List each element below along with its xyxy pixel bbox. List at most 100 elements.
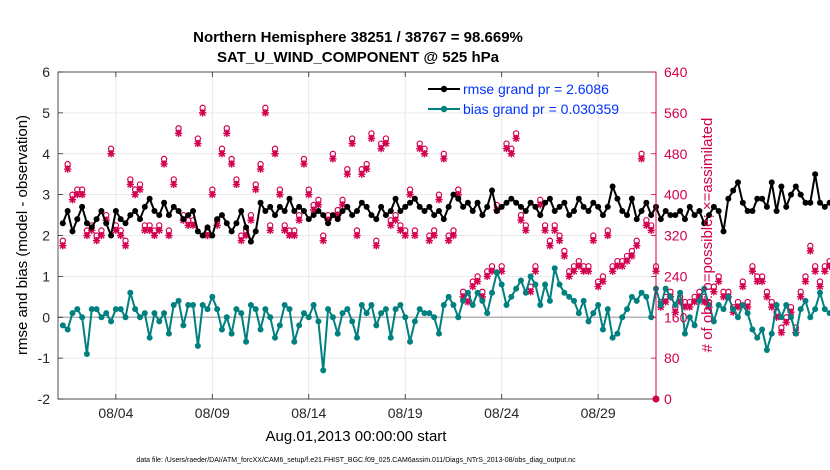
obs-assimilated-marker xyxy=(174,129,183,137)
obs-assimilated-marker xyxy=(290,231,298,240)
obs-assimilated-marker xyxy=(618,262,626,270)
bias-point xyxy=(643,293,650,300)
y-right-tick-label: 80 xyxy=(664,350,680,366)
bias-point xyxy=(272,334,279,341)
obs-assimilated-marker xyxy=(266,226,274,235)
rmse-point xyxy=(614,195,621,202)
rmse-series xyxy=(59,171,830,245)
rmse-point xyxy=(368,212,375,219)
bias-point xyxy=(788,314,795,321)
obs-assimilated-marker xyxy=(488,267,496,275)
bias-point xyxy=(209,293,216,300)
bias-point xyxy=(252,306,259,313)
obs-assimilated-marker xyxy=(121,242,130,250)
rmse-point xyxy=(354,207,360,214)
rmse-point xyxy=(64,207,71,214)
rmse-point xyxy=(537,212,544,219)
obs-assimilated-marker xyxy=(391,216,400,224)
rmse-point xyxy=(363,203,370,210)
obs-assimilated-marker xyxy=(59,242,67,250)
rmse-point xyxy=(228,228,235,235)
obs-assimilated-marker xyxy=(126,180,134,189)
rmse-point xyxy=(696,207,703,214)
rmse-point xyxy=(199,232,206,239)
rmse-point xyxy=(305,216,312,223)
x-axis-label: Aug.01,2013 00:00:00 start xyxy=(266,428,448,445)
rmse-point xyxy=(522,207,529,214)
bias-point xyxy=(734,314,741,321)
rmse-point xyxy=(619,207,626,214)
bias-point xyxy=(122,314,129,321)
rmse-point xyxy=(768,179,775,186)
rmse-point xyxy=(329,212,336,219)
obs-assimilated-marker xyxy=(363,165,371,173)
y-right-tick-label: 160 xyxy=(664,309,688,325)
bias-point xyxy=(725,293,732,300)
rmse-point xyxy=(373,216,380,223)
bias-point xyxy=(556,281,563,288)
obs-assimilated-marker xyxy=(512,134,520,143)
rmse-point xyxy=(561,199,568,206)
bias-point xyxy=(108,318,115,325)
rmse-point xyxy=(161,199,168,206)
obs-assimilated-marker xyxy=(662,298,670,306)
left-axis-ticks: -2 -1 0 1 2 3 4 5 6 xyxy=(38,64,63,407)
obs-assimilated-marker xyxy=(136,185,144,194)
bias-point xyxy=(812,306,819,313)
obs-assimilated-marker xyxy=(281,226,289,235)
rmse-point xyxy=(218,212,225,219)
obs-assimilated-marker xyxy=(208,190,216,199)
rmse-point xyxy=(339,207,346,214)
rmse-point xyxy=(546,195,553,202)
y-right-tick-label: 400 xyxy=(664,187,688,203)
bias-point xyxy=(310,301,317,308)
bias-point xyxy=(759,326,766,333)
rmse-point xyxy=(108,232,115,239)
bias-point xyxy=(397,301,404,308)
bias-point xyxy=(715,301,722,308)
rmse-point xyxy=(474,199,481,206)
obs-assimilated-marker xyxy=(816,282,824,291)
obs-assimilated-marker xyxy=(604,231,612,240)
rmse-point xyxy=(455,195,462,202)
obs-assimilated-marker xyxy=(580,267,588,275)
obs-assimilated-marker xyxy=(305,190,313,199)
rmse-point xyxy=(754,195,761,202)
y-axis-label-left: rmse and bias (model - observation) xyxy=(14,115,31,355)
bias-point xyxy=(218,326,225,333)
obs-assimilated-marker xyxy=(285,231,294,240)
bias-point xyxy=(214,306,221,313)
obs-assimilated-marker xyxy=(440,155,448,163)
rmse-point xyxy=(262,207,269,214)
rmse-point xyxy=(681,216,688,223)
bias-point xyxy=(276,322,283,329)
obs-assimilated-marker xyxy=(623,257,631,265)
obs-assimilated-marker xyxy=(806,247,814,255)
bias-point xyxy=(517,277,524,284)
rmse-point xyxy=(190,207,197,214)
obs-assimilated-marker xyxy=(218,150,226,158)
rmse-point xyxy=(517,203,524,210)
obs-assimilated-marker xyxy=(777,328,786,337)
obs-assimilated-marker xyxy=(203,231,212,240)
rmse-point xyxy=(638,207,645,214)
rmse-point xyxy=(79,203,86,210)
obs-assimilated-marker xyxy=(396,226,405,235)
obs-assimilated-marker xyxy=(753,277,761,286)
obs-assimilated-marker xyxy=(594,282,602,291)
rmse-point xyxy=(291,207,298,214)
obs-assimilated-marker xyxy=(78,190,86,199)
obs-assimilated-marker xyxy=(271,150,279,158)
rmse-point xyxy=(826,199,830,206)
obs-assimilated-marker xyxy=(531,267,540,275)
bias-point xyxy=(773,301,780,308)
rmse-point xyxy=(706,212,713,219)
data-file-footer: data file: /Users/raeder/DAI/ATM_forcXX/… xyxy=(136,457,576,464)
rmse-point xyxy=(257,199,264,206)
bias-point xyxy=(344,306,351,313)
bias-point xyxy=(575,310,582,317)
rmse-point xyxy=(325,220,332,227)
obs-assimilated-marker xyxy=(608,267,617,275)
rmse-point xyxy=(648,212,655,219)
obs-assimilated-marker xyxy=(599,277,607,286)
